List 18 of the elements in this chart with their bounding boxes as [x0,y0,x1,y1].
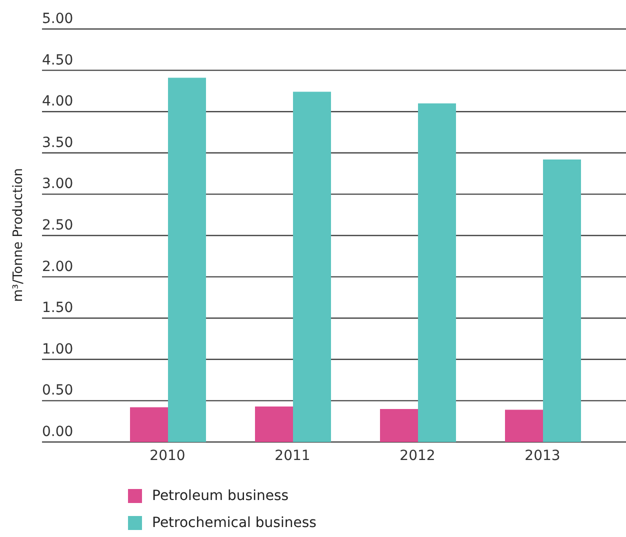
y-tick-label: 2.50 [42,218,74,234]
y-tick-label: 1.50 [42,300,74,316]
y-tick-label: 1.00 [42,341,74,358]
y-tick-label: 4.00 [42,94,74,110]
y-tick-label: 5.00 [42,11,74,27]
y-tick-label: 4.50 [42,52,74,68]
x-tick-label: 2011 [274,448,310,464]
y-axis-title: m³/Tonne Production [10,168,26,302]
y-tick-label: 0.00 [42,424,74,440]
x-tick-label: 2013 [524,448,560,464]
y-tick-label: 0.50 [42,382,74,399]
legend-label: Petroleum business [152,488,289,504]
legend-label: Petrochemical business [152,514,316,530]
y-tick-label: 3.00 [42,176,74,192]
y-tick-label: 2.00 [42,258,74,275]
x-tick-label: 2012 [400,448,436,464]
y-tick-label: 3.50 [42,134,74,151]
x-tick-label: 2010 [150,448,186,464]
